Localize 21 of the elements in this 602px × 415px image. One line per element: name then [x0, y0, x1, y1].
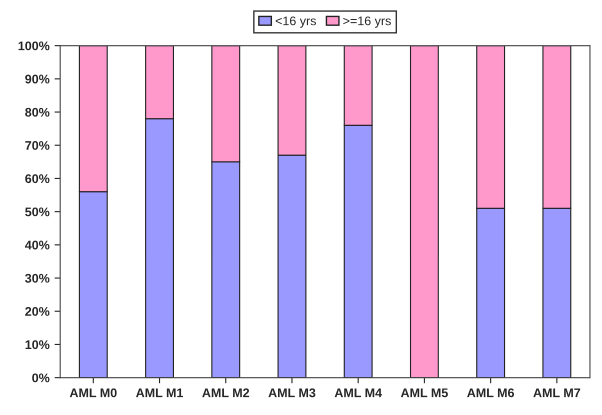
y-tick-label: 0%	[32, 373, 50, 382]
y-tick-label: 90%	[25, 74, 50, 84]
y-tick-label: 40%	[24, 240, 50, 250]
x-tick-label: AML M0	[70, 388, 117, 398]
x-tick-label: AML M7	[533, 388, 580, 398]
legend-label: <16 yrs	[276, 16, 316, 28]
y-tick-label: 30%	[25, 274, 50, 283]
legend-label: >=16 yrs	[343, 16, 391, 28]
y-tick-label: 50%	[25, 207, 50, 216]
x-tick-label: AML M2	[202, 388, 250, 398]
y-tick-label: 80%	[25, 108, 50, 117]
y-tick-label: 70%	[25, 141, 50, 150]
y-tick-label: 60%	[25, 174, 50, 184]
x-tick-label: AML M3	[268, 388, 316, 398]
y-tick-label: 100%	[18, 41, 50, 50]
x-tick-label: AML M5	[400, 388, 448, 398]
x-tick-label: AML M6	[467, 388, 514, 398]
x-tick-label: AML M4	[334, 388, 382, 398]
x-tick-label: AML M1	[136, 388, 184, 398]
y-tick-label: 20%	[25, 307, 50, 316]
y-tick-label: 10%	[26, 340, 50, 350]
